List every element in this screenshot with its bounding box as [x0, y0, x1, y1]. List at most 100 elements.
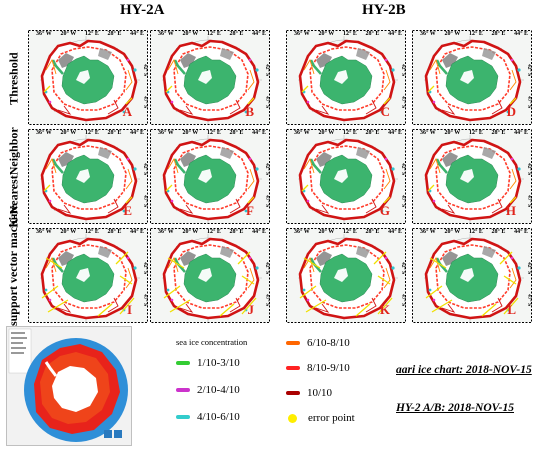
lon-tick: 12° E	[468, 130, 483, 136]
lon-tick: 12° E	[468, 31, 483, 37]
lat-tick: 47° S	[400, 294, 406, 307]
lat-tick: 42° S	[142, 262, 148, 275]
legend-item: 6/10-8/10	[286, 337, 350, 349]
lon-tick: 28° E	[229, 229, 244, 235]
lon-tick: 44° E	[388, 31, 402, 37]
header-hy2a: HY-2A	[120, 2, 165, 18]
map-panel-l: 36° W 20° W 12° E 28° E 44° E 42° S 47° …	[412, 228, 532, 323]
lat-tick: 42° S	[264, 262, 270, 275]
lon-tick: 44° E	[252, 130, 266, 136]
lat-tick: 42° S	[264, 64, 270, 77]
lon-tick: 12° E	[84, 229, 99, 235]
lon-tick: 28° E	[107, 130, 122, 136]
lon-tick: 36° W	[294, 31, 310, 37]
lon-tick: 12° E	[342, 229, 357, 235]
lon-tick: 44° E	[252, 31, 266, 37]
lon-tick: 28° E	[229, 130, 244, 136]
antarctica-map	[150, 228, 270, 323]
lon-tick: 20° W	[318, 229, 335, 235]
map-panel-g: 36° W 20° W 12° E 28° E 44° E 42° S 47° …	[286, 129, 406, 224]
antarctica-map	[28, 30, 148, 125]
map-panel-b: 36° W 20° W 12° E 28° E 44° E 42° S 47° …	[150, 30, 270, 125]
lon-tick: 20° W	[318, 31, 335, 37]
lon-tick: 20° W	[60, 229, 77, 235]
lat-tick: 42° S	[400, 163, 406, 176]
lon-tick: 28° E	[491, 130, 506, 136]
lat-tick: 47° S	[142, 195, 148, 208]
panel-letter: H	[505, 203, 516, 218]
lon-tick: 20° W	[182, 130, 199, 136]
panel-letter: D	[506, 104, 516, 119]
lon-tick: 12° E	[206, 31, 221, 37]
legend-item: 2/10-4/10	[176, 384, 240, 396]
lon-tick: 44° E	[130, 130, 144, 136]
antarctica-map	[28, 129, 148, 224]
legend-dot-yellow	[288, 413, 297, 423]
lon-tick: 36° W	[420, 130, 436, 136]
antarctica-map	[286, 228, 406, 323]
lon-tick: 28° E	[365, 31, 380, 37]
lon-tick: 20° W	[444, 130, 461, 136]
lon-tick: 36° W	[36, 229, 52, 235]
lon-tick: 12° E	[342, 31, 357, 37]
map-panel-i: 36° W 20° W 12° E 28° E 44° E 42° S 47° …	[28, 228, 148, 323]
lat-tick: 42° S	[400, 64, 406, 77]
map-panel-c: 36° W 20° W 12° E 28° E 44° E 42° S 47° …	[286, 30, 406, 125]
panel-letter: I	[126, 302, 132, 317]
panel-letter: B	[245, 104, 254, 119]
lon-tick: 36° W	[294, 130, 310, 136]
aari-ice-chart-thumbnail	[6, 326, 132, 446]
antarctica-map	[28, 228, 148, 323]
panel-letter: K	[379, 302, 390, 317]
panel-letter: C	[380, 104, 390, 119]
legend-item: 1/10-3/10	[176, 357, 240, 369]
lon-tick: 20° W	[60, 130, 77, 136]
lon-tick: 28° E	[491, 31, 506, 37]
lat-tick: 47° S	[264, 96, 270, 109]
lat-tick: 47° S	[526, 195, 532, 208]
map-panel-d: 36° W 20° W 12° E 28° E 44° E 42° S 47° …	[412, 30, 532, 125]
lat-tick: 47° S	[526, 294, 532, 307]
legend-item: 4/10-6/10	[176, 411, 240, 423]
map-panel-k: 36° W 20° W 12° E 28° E 44° E 42° S 47° …	[286, 228, 406, 323]
lat-tick: 42° S	[142, 163, 148, 176]
lat-tick: 47° S	[526, 96, 532, 109]
map-panel-f: 36° W 20° W 12° E 28° E 44° E 42° S 47° …	[150, 129, 270, 224]
lon-tick: 28° E	[229, 31, 244, 37]
antarctica-map	[286, 129, 406, 224]
lat-tick: 42° S	[400, 262, 406, 275]
legend-item: 8/10-9/10	[286, 362, 350, 374]
lat-tick: 47° S	[142, 96, 148, 109]
lat-tick: 47° S	[264, 294, 270, 307]
map-panel-h: 36° W 20° W 12° E 28° E 44° E 42° S 47° …	[412, 129, 532, 224]
map-panel-j: 36° W 20° W 12° E 28° E 44° E 42° S 47° …	[150, 228, 270, 323]
lon-tick: 12° E	[206, 130, 221, 136]
lon-tick: 36° W	[420, 229, 436, 235]
lon-tick: 20° W	[318, 130, 335, 136]
lon-tick: 28° E	[365, 130, 380, 136]
antarctica-map	[412, 228, 532, 323]
lat-tick: 47° S	[264, 195, 270, 208]
lat-tick: 42° S	[264, 163, 270, 176]
lon-tick: 28° E	[107, 229, 122, 235]
lon-tick: 44° E	[130, 31, 144, 37]
lat-tick: 42° S	[526, 64, 532, 77]
lon-tick: 12° E	[206, 229, 221, 235]
lon-tick: 36° W	[36, 31, 52, 37]
row-label-libsvm: Lib-support vector machine	[6, 204, 21, 349]
antarctica-map	[150, 129, 270, 224]
lon-tick: 44° E	[514, 229, 528, 235]
hy2-date: HY-2 A/B: 2018-NOV-15	[396, 402, 514, 414]
panel-letter: J	[247, 302, 255, 317]
panel-letter: L	[507, 302, 516, 317]
lon-tick: 44° E	[514, 130, 528, 136]
antarctica-map	[150, 30, 270, 125]
lon-tick: 36° W	[158, 31, 174, 37]
aari-chart-date: aari ice chart: 2018-NOV-15	[396, 364, 532, 376]
header-hy2b: HY-2B	[362, 2, 406, 18]
map-panel-a: 36° W 20° W 12° E 28° E 44° E 42° S 47° …	[28, 30, 148, 125]
lon-tick: 28° E	[107, 31, 122, 37]
lon-tick: 36° W	[36, 130, 52, 136]
lat-tick: 42° S	[142, 64, 148, 77]
lat-tick: 47° S	[142, 294, 148, 307]
